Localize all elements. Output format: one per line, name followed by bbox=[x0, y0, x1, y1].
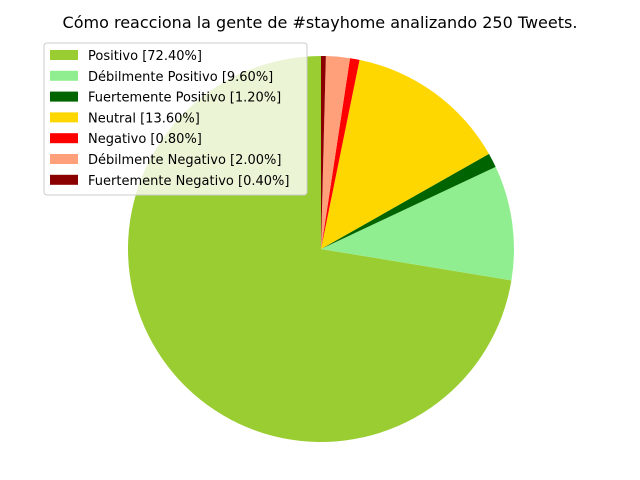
legend-items: Positivo [72.40%] Débilmente Positivo [9.… bbox=[50, 49, 289, 189]
pie-slice-4 bbox=[321, 58, 360, 249]
legend-swatch-6 bbox=[50, 174, 78, 185]
legend-swatch-4 bbox=[50, 133, 78, 144]
legend-label-3: Neutral [13.60%] bbox=[88, 111, 200, 126]
legend-swatch-5 bbox=[50, 154, 78, 164]
legend-swatch-1 bbox=[50, 70, 78, 81]
pie-slice-6 bbox=[321, 56, 326, 249]
legend: Positivo [72.40%] Débilmente Positivo [9.… bbox=[43, 42, 308, 196]
legend-label-6: Fuertemente Negativo [0.40%] bbox=[88, 174, 289, 189]
pie-slice-3 bbox=[321, 59, 489, 250]
pie-slice-2 bbox=[321, 153, 496, 249]
legend-swatch-3 bbox=[50, 112, 78, 123]
legend-label-5: Débilmente Negativo [2.00%] bbox=[88, 153, 281, 168]
pie-slice-1 bbox=[321, 166, 514, 281]
legend-label-4: Negativo [0.80%] bbox=[88, 132, 202, 147]
chart-title: Cómo reacciona la gente de #stayhome ana… bbox=[63, 13, 578, 32]
legend-label-2: Fuertemente Positivo [1.20%] bbox=[88, 91, 281, 106]
pie-slice-5 bbox=[321, 56, 350, 250]
legend-label-0: Positivo [72.40%] bbox=[88, 49, 202, 64]
legend-swatch-0 bbox=[50, 50, 78, 60]
legend-label-1: Débilmente Positivo [9.60%] bbox=[88, 70, 273, 85]
legend-box bbox=[43, 42, 308, 196]
legend-swatch-2 bbox=[50, 91, 78, 102]
